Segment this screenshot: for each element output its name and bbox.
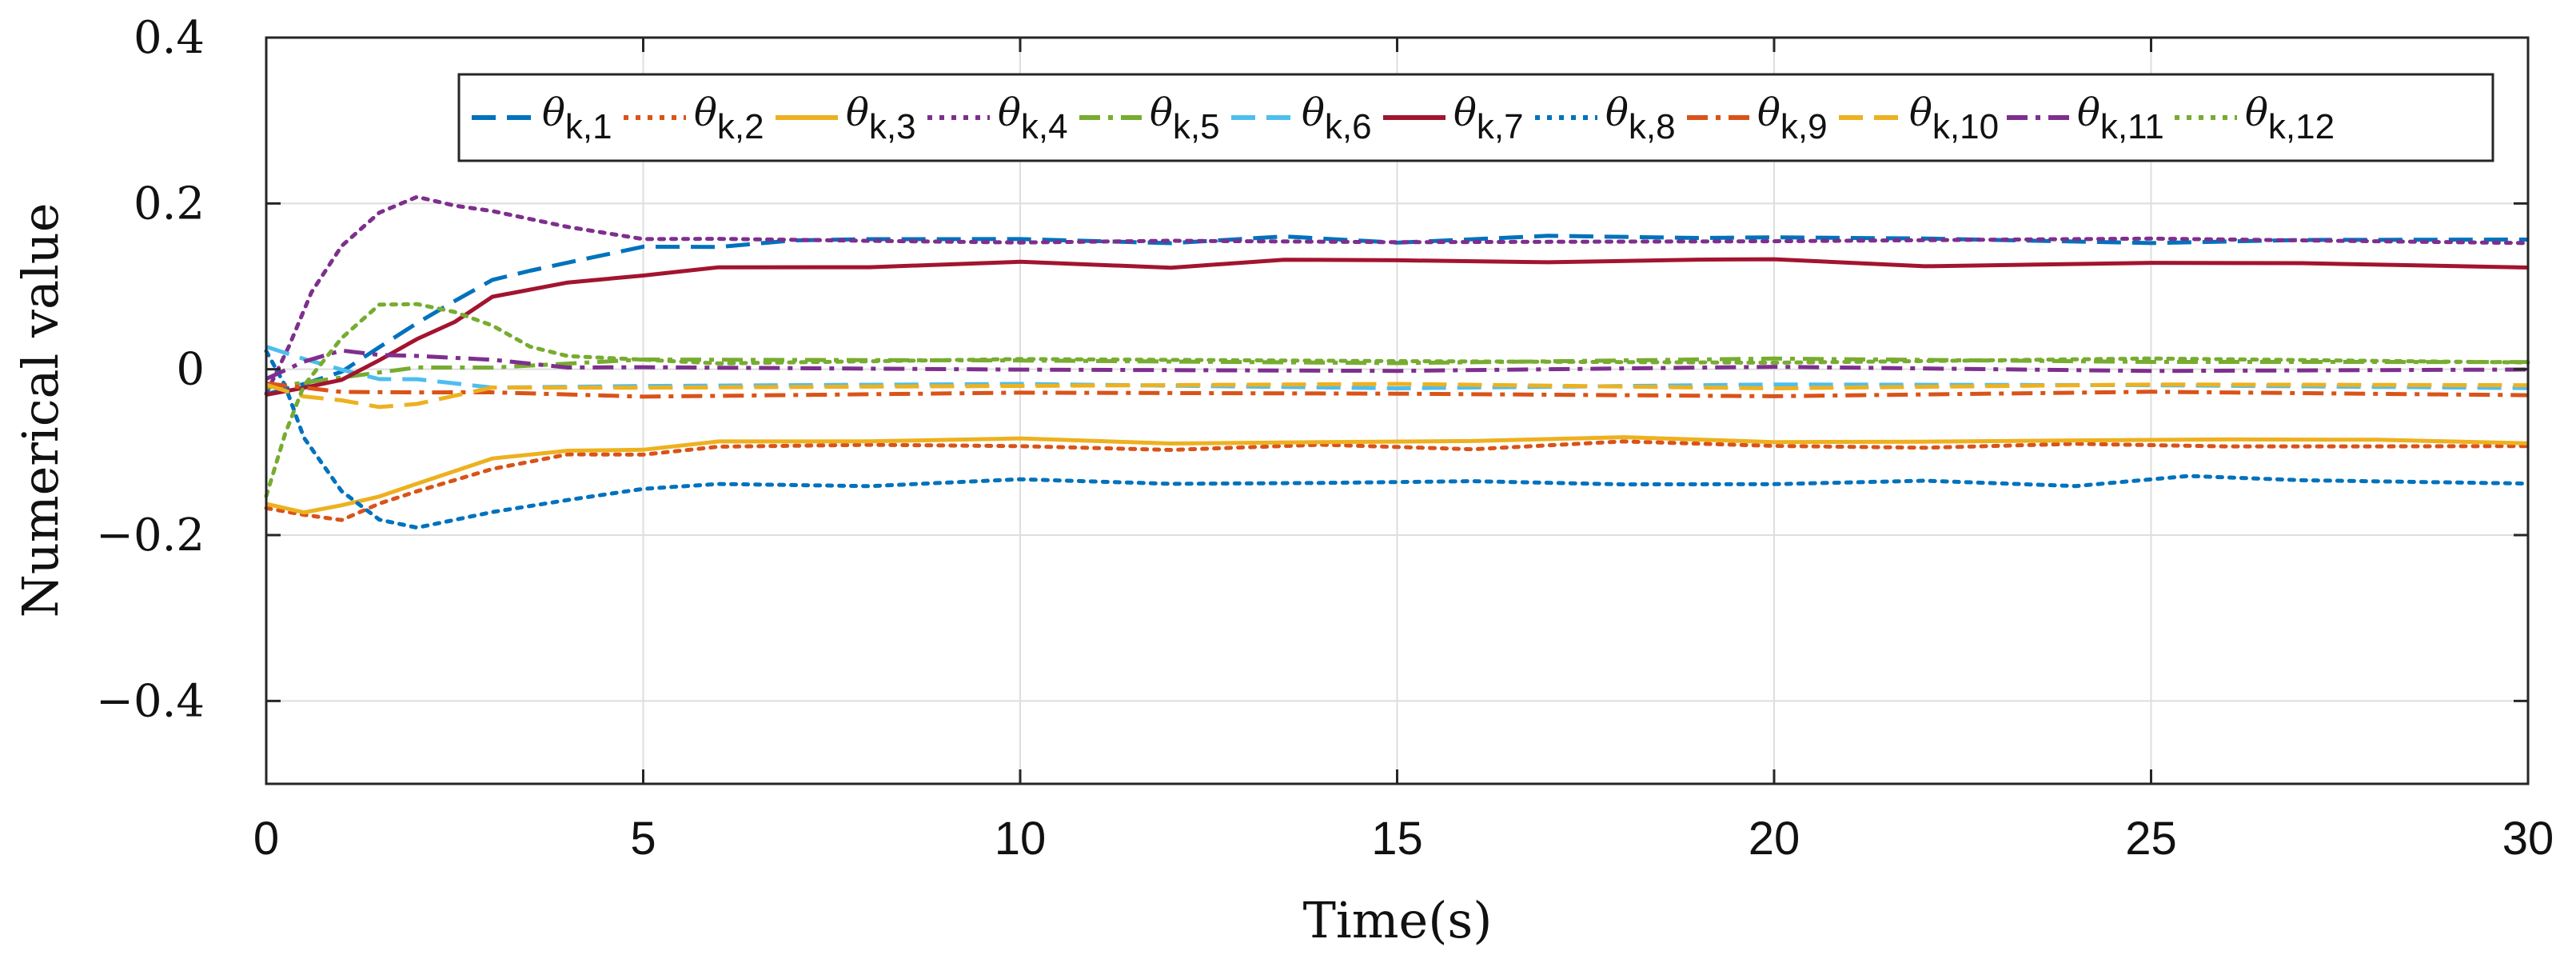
legend-item-6: θk,6	[1231, 90, 1372, 146]
legend-label: θk,7	[1453, 90, 1524, 146]
series-line-8	[264, 349, 2530, 530]
series-line-3	[265, 435, 2529, 515]
y-tick-label: 0.2	[134, 178, 205, 230]
legend-item-8: θk,8	[1535, 90, 1676, 146]
series-lines	[264, 194, 2530, 530]
legend-label: θk,10	[1909, 90, 1999, 146]
series-line-5	[265, 356, 2529, 390]
legend-label: θk,12	[2245, 90, 2335, 146]
legend-label: θk,4	[998, 90, 1068, 146]
y-tick-label: 0	[176, 344, 205, 396]
legend-item-9: θk,9	[1687, 90, 1828, 146]
y-axis-label: Numerical value	[11, 203, 70, 618]
legend-item-4: θk,4	[927, 90, 1068, 146]
legend-label: θk,2	[694, 90, 764, 146]
x-tick-label: 20	[1749, 813, 1800, 865]
x-tick-label: 10	[995, 813, 1047, 865]
x-axis-label: Time(s)	[1303, 891, 1493, 949]
legend-item-12: θk,12	[2175, 90, 2335, 146]
series-line-9	[265, 381, 2529, 399]
y-tick-labels: 0.4 0.2 0 −0.2 −0.4	[96, 12, 205, 727]
legend-label: θk,9	[1757, 90, 1828, 146]
legend-item-11: θk,11	[2007, 90, 2164, 146]
legend-item-10: θk,10	[1839, 90, 1999, 146]
axis-ticks	[265, 36, 2530, 784]
x-tick-label: 5	[630, 813, 656, 865]
x-tick-label: 25	[2125, 813, 2177, 865]
legend-label: θk,6	[1302, 90, 1372, 146]
legend-item-1: θk,1	[472, 90, 612, 146]
series-line-11	[265, 348, 2529, 381]
legend-label: θk,5	[1150, 90, 1220, 146]
legend-item-2: θk,2	[624, 90, 764, 146]
series-line-10	[265, 382, 2529, 410]
legend-label: θk,11	[2077, 90, 2164, 146]
legend-label: θk,3	[846, 90, 916, 146]
legend-item-3: θk,3	[776, 90, 916, 146]
legend-item-7: θk,7	[1383, 90, 1524, 146]
legend-label: θk,8	[1605, 90, 1676, 146]
series-line-7	[265, 257, 2529, 398]
legend-item-5: θk,5	[1079, 90, 1220, 146]
legend-label: θk,1	[542, 90, 612, 146]
y-tick-label: −0.4	[96, 675, 205, 727]
series-line-4	[264, 194, 2530, 396]
x-tick-labels: 0 5 10 15 20 25 30	[253, 813, 2554, 865]
legend: θk,1 θk,2 θk,3 θk,4 θk,5 θk,6 θk,7 θk,8 θk,9 θk,1…	[457, 73, 2494, 162]
x-tick-label: 15	[1371, 813, 1423, 865]
series-line-12	[264, 302, 2530, 498]
y-tick-label: −0.2	[96, 509, 205, 561]
x-tick-label: 0	[253, 813, 279, 865]
x-tick-label: 30	[2502, 813, 2554, 865]
series-line-2	[264, 439, 2530, 522]
y-tick-label: 0.4	[134, 12, 205, 64]
series-line-6	[265, 345, 2529, 390]
